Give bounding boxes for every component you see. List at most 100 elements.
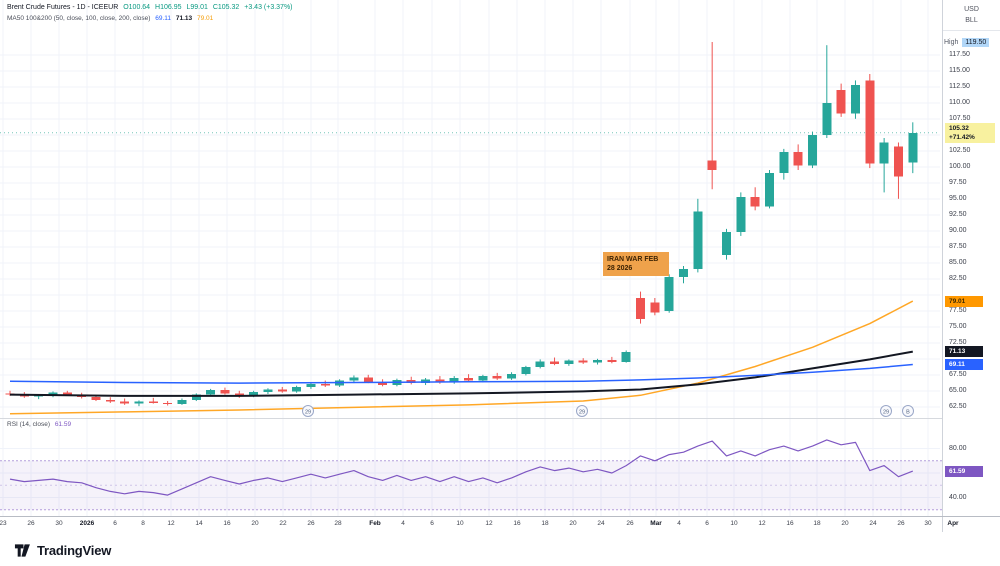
news-marker-label: B [906,410,910,416]
chart-canvas[interactable]: 29 29 29 B [0,0,942,516]
price-tick-label: 72.50 [949,339,967,347]
tradingview-logo-icon[interactable] [14,543,32,558]
symbol-legend-row[interactable]: Brent Crude Futures - 1D - ICEEUR O100.6… [7,3,293,13]
price-tick-label: 85.00 [949,259,967,267]
price-tick-label: 102.50 [949,147,971,155]
last-price-value: 105.32 [949,124,969,132]
ma-indicator-title[interactable]: MA50 100&200 (50, close, 100, close, 200… [7,15,151,22]
price-tick-label: 82.50 [949,275,967,283]
candle-body [105,399,115,402]
candle-body [5,393,15,395]
news-marker[interactable]: 29 [576,405,588,417]
time-tick-label: 6 [705,520,709,527]
candle-body [836,90,846,114]
candle-body [764,173,774,207]
annotation-line1: IRAN WAR FEB [607,256,659,263]
time-tick-month-label: 2026 [79,520,95,527]
candle-body [191,394,201,400]
candle-body [478,376,488,381]
candle-body [779,152,789,174]
price-tick-label: 107.50 [949,115,971,123]
candle-body [306,383,316,387]
candle-body [378,381,388,386]
candle-body [822,102,832,135]
time-tick-label: 16 [223,520,231,527]
news-marker[interactable]: 29 [880,405,892,417]
candle-body [679,269,689,277]
time-tick-label: 26 [897,520,905,527]
high-label-text: High [944,38,959,46]
candle-body [564,360,574,364]
candle-body [206,390,216,395]
candle-body [521,367,531,375]
price-tick-label: 87.50 [949,243,967,251]
ma-line-ma200 [9,363,913,384]
news-marker-circle [880,405,892,417]
rsi-indicator-title[interactable]: RSI (14, close) [7,421,50,428]
price-tick-label: 95.00 [949,195,967,203]
price-axis[interactable]: USD BLL High 119.50 105.32 +71.42% 79.01… [943,0,1000,516]
candle-body [320,383,330,386]
time-axis-border [0,516,1000,517]
candle-body [879,142,889,164]
candle-body [908,132,918,163]
candle-body [234,393,244,396]
time-axis[interactable]: 23 26 30 2026 6 8 12 14 16 20 22 26 28 Feb 4 6 10 12 16 18 2… [0,517,1000,532]
annotation-line2: 28 2026 [607,265,633,272]
ma200-price-badge: 69.11 [945,358,983,370]
time-tick-label: 24 [869,520,877,527]
ohlc-high: H106.95 [155,4,182,11]
time-tick-label: 28 [334,520,342,527]
time-tick-label: 24 [597,520,605,527]
rsi-tick-label: 80.00 [949,445,967,452]
time-tick-label: 20 [251,520,259,527]
candle-body [163,402,173,405]
price-tick-label: 75.00 [949,323,967,331]
price-tick-label: 110.00 [949,99,970,107]
candle-body [793,152,803,166]
price-tick-label: 77.50 [949,307,967,315]
axis-unit-measure: BLL [965,17,978,24]
price-tick-label: 117.50 [949,51,970,59]
candle-body [120,401,130,404]
time-tick-label: 30 [55,520,63,527]
candle-body [650,302,660,313]
time-tick-label: 16 [513,520,521,527]
candle-body [607,360,617,362]
rsi-legend-row[interactable]: RSI (14, close) 61.59 [7,421,71,428]
pane-separator[interactable] [0,418,1000,419]
ohlc-close: C105.32 [212,4,240,11]
ma100-price-badge: 71.13 [945,346,983,358]
news-marker-circle [576,405,588,417]
candle-body [865,80,875,164]
symbol-title[interactable]: Brent Crude Futures - 1D - ICEEUR [7,4,119,11]
ohlc-low: L99.01 [186,4,208,11]
candle-body [134,401,144,404]
ma-legend-row[interactable]: MA50 100&200 (50, close, 100, close, 200… [7,14,293,24]
high-price-chip: 119.50 [962,37,990,47]
time-tick-label: 18 [541,520,549,527]
high-price-label: High 119.50 [944,37,990,48]
time-tick-label: 14 [195,520,203,527]
candle-body [249,392,259,396]
candle-body [177,399,187,405]
tradingview-logo-text[interactable]: TradingView [37,542,112,558]
candle-body [693,211,703,270]
candle-body [893,146,903,177]
ma-line-ma100 [9,350,913,397]
candle-body [263,389,273,393]
footer-branding: TradingView [14,540,111,560]
time-tick-label: 30 [924,520,932,527]
news-marker-label: 29 [883,410,889,416]
time-tick-label: 18 [813,520,821,527]
news-marker[interactable]: B [902,405,914,417]
time-tick-label: 26 [307,520,315,527]
last-price-badge: 105.32 +71.42% [945,122,995,143]
iran-war-annotation[interactable]: IRAN WAR FEB 28 2026 [603,252,669,276]
price-tick-label: 97.50 [949,179,967,187]
time-tick-label: 4 [677,520,681,527]
news-marker[interactable]: 29 [302,405,314,417]
rsi-current-value: 61.59 [54,421,72,428]
ma50-value: 79.01 [196,15,214,22]
time-tick-label: 12 [167,520,175,527]
